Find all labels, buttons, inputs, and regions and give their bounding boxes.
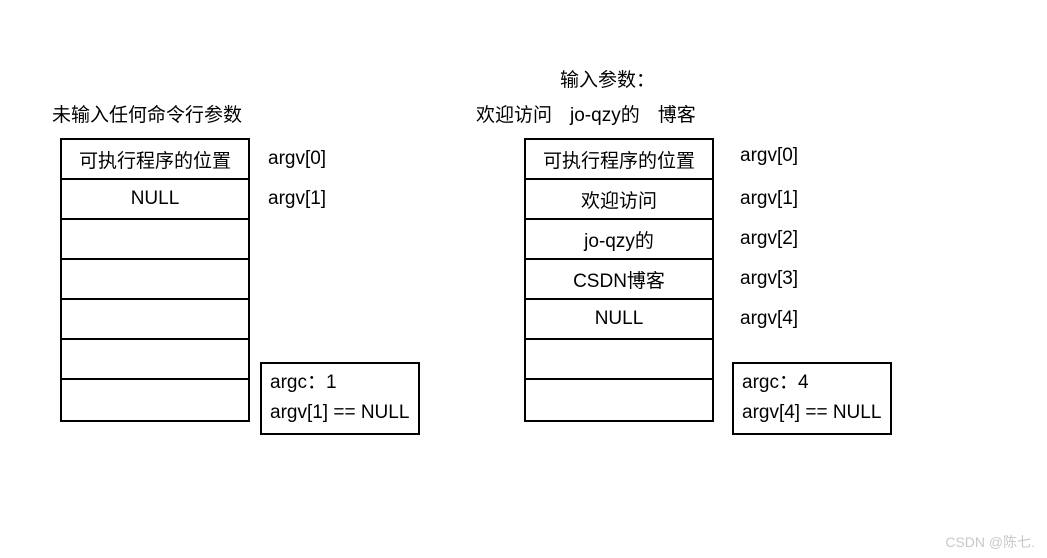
info-line: argv[4] == NULL <box>742 398 882 428</box>
stack-cell <box>62 260 248 300</box>
argv-label: argv[0] <box>740 145 798 167</box>
input-arg: 欢迎访问 <box>476 100 552 127</box>
input-arg: jo-qzy的 <box>570 100 640 127</box>
stack-cell: NULL <box>62 180 248 220</box>
argv-label: argv[4] <box>740 308 798 330</box>
right-title: 输入参数： <box>560 65 655 92</box>
right-info-box: argc：4argv[4] == NULL <box>732 362 892 435</box>
stack-cell: 可执行程序的位置 <box>62 140 248 180</box>
stack-cell <box>62 380 248 420</box>
stack-cell <box>526 380 712 420</box>
stack-cell: jo-qzy的 <box>526 220 712 260</box>
info-line: argc：4 <box>742 368 882 398</box>
left-info-box: argc：1argv[1] == NULL <box>260 362 420 435</box>
stack-cell <box>62 220 248 260</box>
stack-cell: CSDN博客 <box>526 260 712 300</box>
stack-cell: 欢迎访问 <box>526 180 712 220</box>
right-args-row: 欢迎访问 jo-qzy的博客 <box>476 100 696 127</box>
argv-label: argv[2] <box>740 228 798 250</box>
stack-cell <box>62 300 248 340</box>
diagram-canvas: 未输入任何命令行参数 可执行程序的位置NULL argv[0]argv[1] a… <box>0 0 1047 558</box>
argv-label: argv[0] <box>268 148 326 170</box>
argv-label: argv[1] <box>268 188 326 210</box>
watermark: CSDN @陈七. <box>945 532 1035 552</box>
stack-cell <box>526 340 712 380</box>
right-stack: 可执行程序的位置欢迎访问jo-qzy的CSDN博客NULL <box>524 138 714 422</box>
info-line: argc：1 <box>270 368 410 398</box>
left-stack: 可执行程序的位置NULL <box>60 138 250 422</box>
input-arg: 博客 <box>658 100 696 127</box>
left-title: 未输入任何命令行参数 <box>52 100 242 127</box>
info-line: argv[1] == NULL <box>270 398 410 428</box>
stack-cell <box>62 340 248 380</box>
stack-cell: NULL <box>526 300 712 340</box>
argv-label: argv[1] <box>740 188 798 210</box>
argv-label: argv[3] <box>740 268 798 290</box>
stack-cell: 可执行程序的位置 <box>526 140 712 180</box>
